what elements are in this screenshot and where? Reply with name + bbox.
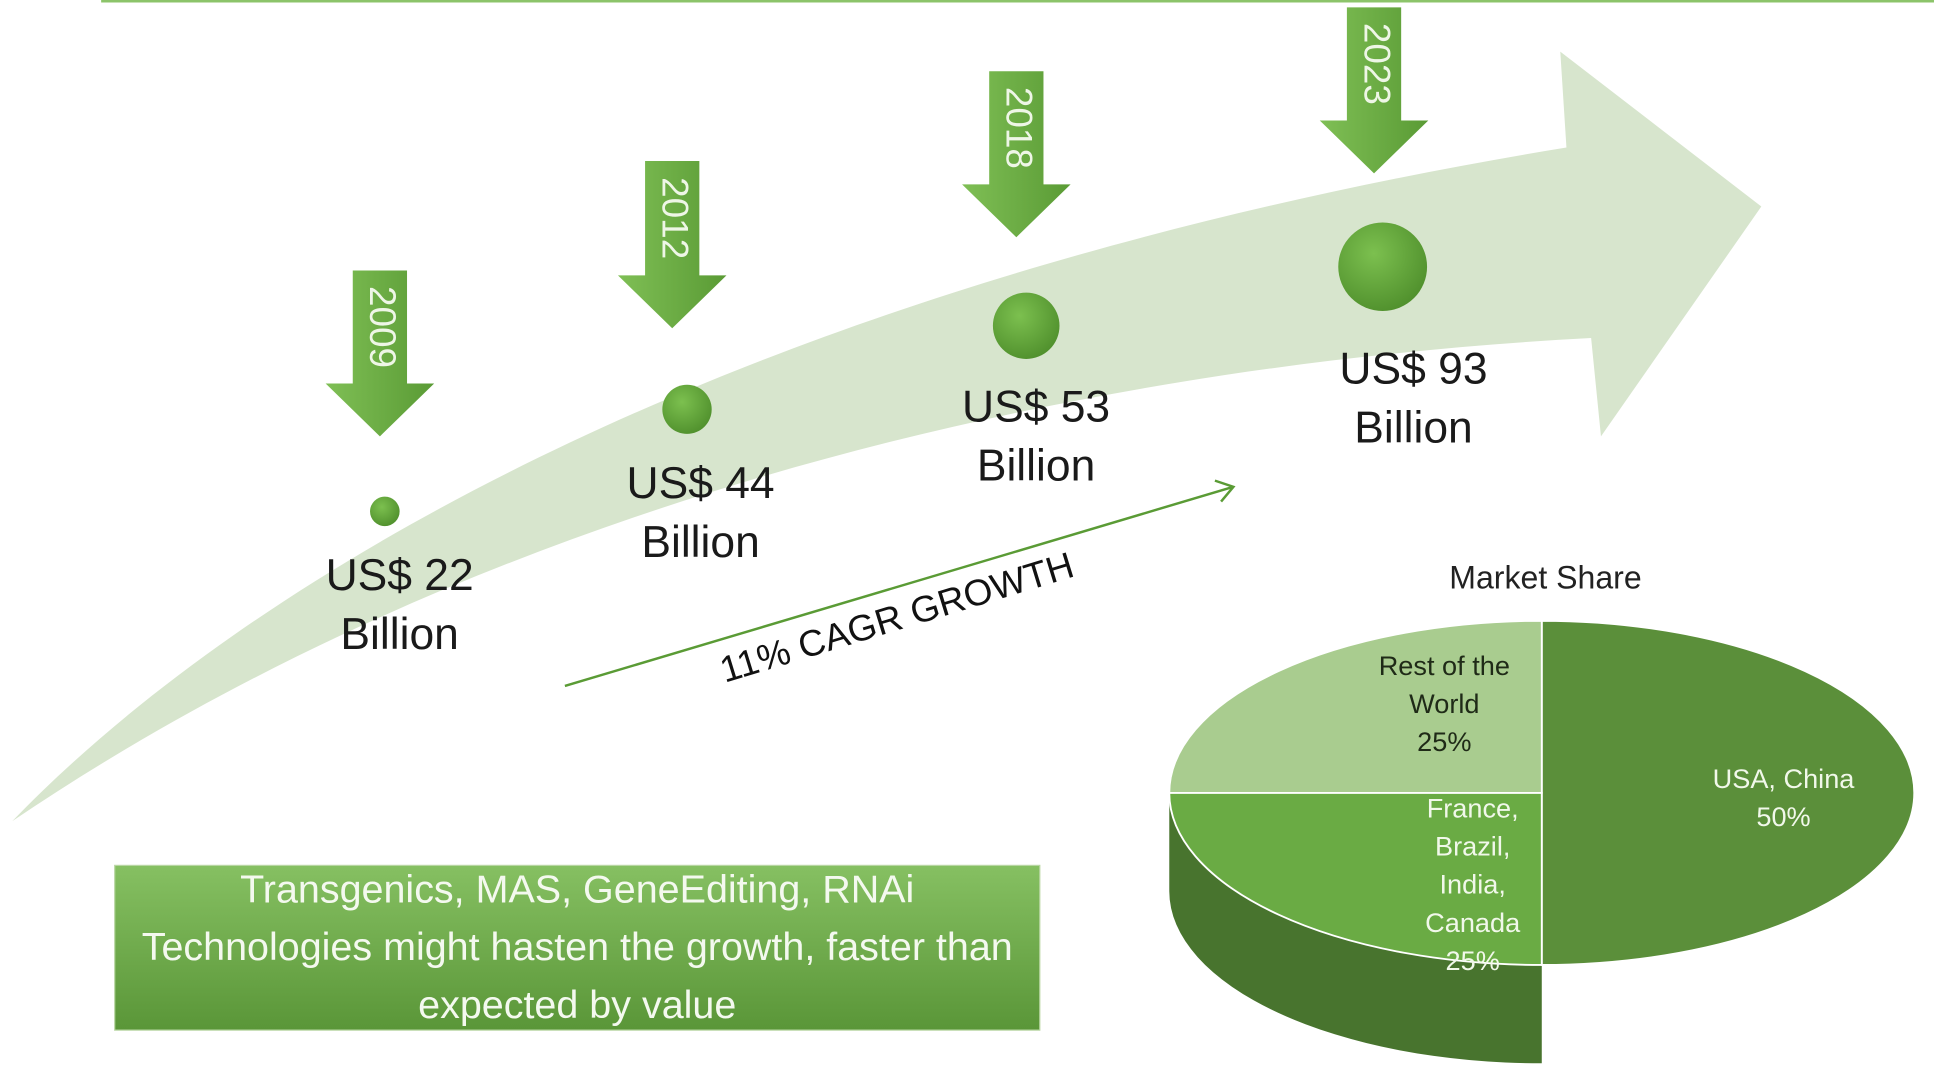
pie-label-wrap: Rest of the World 25% (1378, 650, 1510, 758)
value-label: US$ 53 Billion (962, 381, 1111, 491)
value-wrap: US$ 44 Billion (626, 457, 775, 567)
value-wrap: US$ 22 Billion (325, 549, 474, 659)
note-box (114, 864, 1041, 1031)
pie-value-label: 25% (1417, 726, 1472, 758)
cagr-arrow (564, 479, 1236, 688)
year-arrow (1319, 7, 1429, 174)
value-label: US$ 44 Billion (626, 457, 775, 567)
value-wrap: US$ 53 Billion (962, 381, 1111, 491)
value-dot (370, 496, 400, 527)
pie-value-label: 50% (1756, 801, 1811, 833)
year-label: 2012 (654, 177, 695, 259)
pie-slice (1540, 619, 1916, 966)
year-label: 2018 (999, 87, 1040, 169)
value-label: US$ 22 Billion (325, 549, 474, 659)
value-dot (1338, 222, 1428, 312)
milestones: 2009 US$ 22 Billion 2012 US$ 44 Billion 2018… (325, 7, 1488, 659)
pie-value-label: 25% (1445, 945, 1500, 977)
year-arrow (617, 161, 727, 329)
value-label: US$ 93 Billion (1339, 342, 1488, 453)
pie-category: Rest of the World (1378, 650, 1510, 720)
pie-side (1169, 792, 1542, 1064)
pie: USA, China 50% France, Brazil, India, Cana… (1168, 619, 1916, 1064)
year-label: 2009 (362, 286, 403, 368)
pie-slice (1168, 791, 1543, 966)
year-label: 2023 (1356, 23, 1397, 105)
pie-label-wrap: France, Brazil, India, Canada 25% (1425, 792, 1521, 977)
year-arrow (962, 71, 1071, 238)
pie-slice (1168, 619, 1543, 794)
pie-title: Market Share (1449, 560, 1641, 596)
pie-category: USA, China (1712, 763, 1855, 795)
growth-arrow (12, 51, 1762, 822)
pie-label-wrap: USA, China 50% (1712, 763, 1855, 833)
value-dot (992, 292, 1060, 359)
note-wrap: Transgenics, MAS, GeneEditing, RNAi Tech… (141, 866, 1013, 1027)
note: Transgenics, MAS, GeneEditing, RNAi Tech… (141, 866, 1013, 1027)
value-wrap: US$ 93 Billion (1339, 342, 1488, 453)
value-dot (662, 384, 712, 434)
pie-category: France, Brazil, India, Canada (1425, 792, 1521, 938)
